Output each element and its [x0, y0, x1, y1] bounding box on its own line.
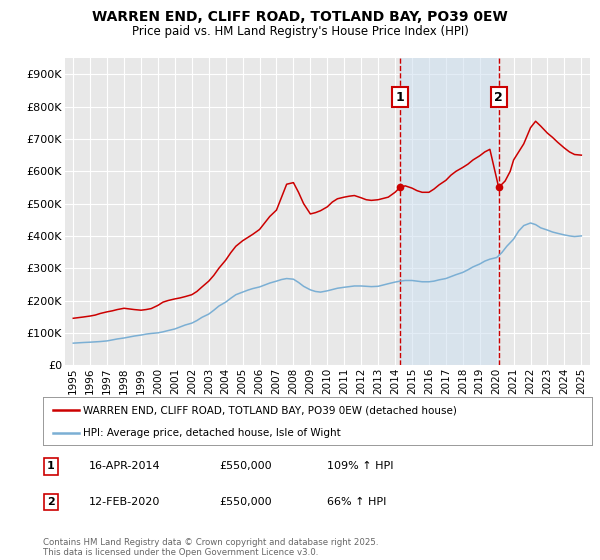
Text: 109% ↑ HPI: 109% ↑ HPI — [327, 461, 394, 472]
Text: 1: 1 — [395, 91, 404, 104]
Text: 12-FEB-2020: 12-FEB-2020 — [89, 497, 160, 507]
Bar — [400, 58, 499, 365]
Text: WARREN END, CLIFF ROAD, TOTLAND BAY, PO39 0EW: WARREN END, CLIFF ROAD, TOTLAND BAY, PO3… — [92, 10, 508, 24]
Text: £550,000: £550,000 — [219, 497, 272, 507]
Text: WARREN END, CLIFF ROAD, TOTLAND BAY, PO39 0EW (detached house): WARREN END, CLIFF ROAD, TOTLAND BAY, PO3… — [83, 405, 457, 415]
Text: 16-APR-2014: 16-APR-2014 — [89, 461, 160, 472]
Text: 66% ↑ HPI: 66% ↑ HPI — [327, 497, 386, 507]
Text: £550,000: £550,000 — [219, 461, 272, 472]
Text: Contains HM Land Registry data © Crown copyright and database right 2025.
This d: Contains HM Land Registry data © Crown c… — [43, 538, 379, 557]
Text: Price paid vs. HM Land Registry's House Price Index (HPI): Price paid vs. HM Land Registry's House … — [131, 25, 469, 38]
Text: 2: 2 — [494, 91, 503, 104]
Text: 2: 2 — [47, 497, 55, 507]
Text: HPI: Average price, detached house, Isle of Wight: HPI: Average price, detached house, Isle… — [83, 428, 340, 438]
Text: 1: 1 — [47, 461, 55, 472]
